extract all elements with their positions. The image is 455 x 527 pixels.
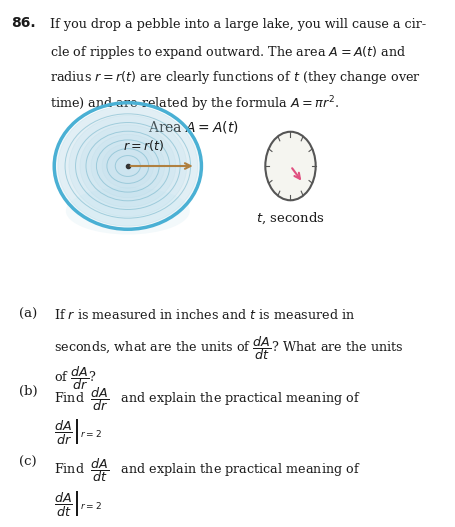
Text: If $r$ is measured in inches and $t$ is measured in: If $r$ is measured in inches and $t$ is … [54, 308, 354, 323]
Text: time) and are related by the formula $A = \pi r^2$.: time) and are related by the formula $A … [50, 94, 339, 114]
Ellipse shape [80, 125, 175, 207]
Text: (a): (a) [19, 308, 37, 321]
Text: $\left.\dfrac{dA}{dr}\right|_{r=2}$: $\left.\dfrac{dA}{dr}\right|_{r=2}$ [54, 417, 102, 446]
Text: of $\dfrac{dA}{dr}$?: of $\dfrac{dA}{dr}$? [54, 364, 97, 392]
Ellipse shape [66, 187, 189, 235]
Text: (b): (b) [19, 385, 38, 398]
Text: $r = r(t)$: $r = r(t)$ [122, 138, 163, 153]
Text: radius $r = r(t)$ are clearly functions of $t$ (they change over: radius $r = r(t)$ are clearly functions … [50, 69, 420, 86]
Text: seconds, what are the units of $\dfrac{dA}{dt}$? What are the units: seconds, what are the units of $\dfrac{d… [54, 334, 403, 362]
Ellipse shape [69, 115, 186, 217]
Text: If you drop a pebble into a large lake, you will cause a cir-: If you drop a pebble into a large lake, … [50, 18, 425, 32]
Ellipse shape [91, 134, 164, 198]
Ellipse shape [58, 106, 197, 226]
Text: 86.: 86. [11, 16, 36, 30]
Ellipse shape [102, 144, 153, 188]
Ellipse shape [56, 105, 199, 227]
Text: Find $\;\dfrac{dA}{dt}\;$  and explain the practical meaning of: Find $\;\dfrac{dA}{dt}\;$ and explain th… [54, 456, 360, 484]
Circle shape [265, 132, 315, 200]
Text: $\left.\dfrac{dA}{dt}\right|_{r=2}$: $\left.\dfrac{dA}{dt}\right|_{r=2}$ [54, 489, 102, 518]
Text: Find $\;\dfrac{dA}{dr}\;$  and explain the practical meaning of: Find $\;\dfrac{dA}{dr}\;$ and explain th… [54, 385, 360, 413]
Text: Area $A = A(t)$: Area $A = A(t)$ [148, 119, 238, 134]
Text: $t$, seconds: $t$, seconds [256, 211, 324, 226]
Text: cle of ripples to expand outward. The area $A = A(t)$ and: cle of ripples to expand outward. The ar… [50, 44, 406, 61]
Text: (c): (c) [19, 456, 37, 469]
